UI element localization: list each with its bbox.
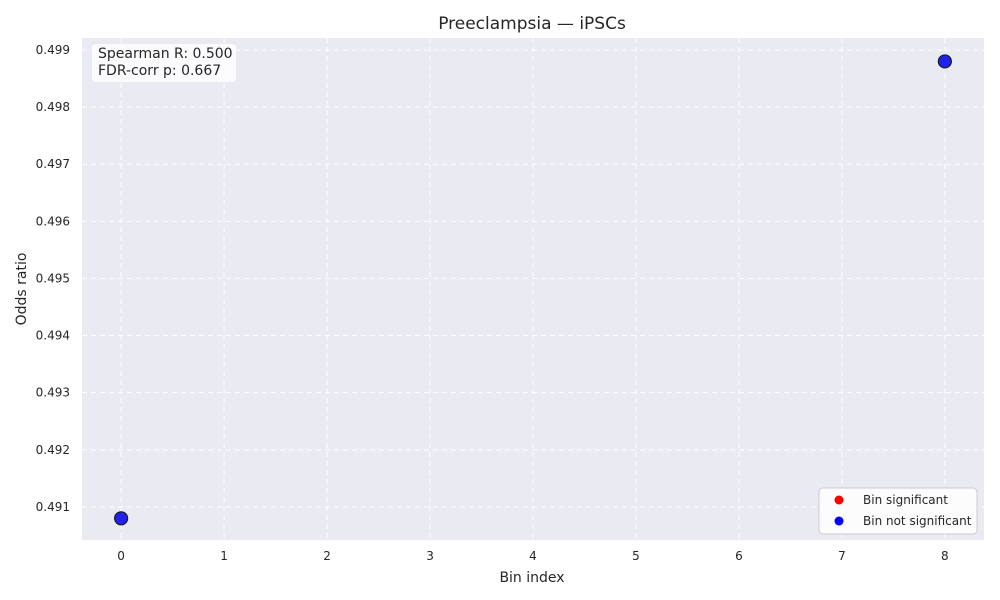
x-tick-label: 8 (941, 549, 949, 563)
y-tick-label: 0.498 (36, 100, 70, 114)
data-point (114, 511, 129, 526)
y-axis-label: Odds ratio (14, 253, 30, 326)
chart-title: Preeclampsia — iPSCs (438, 14, 626, 34)
y-tick-label: 0.495 (36, 271, 70, 285)
y-tick-label: 0.497 (36, 157, 70, 171)
legend-label-bin-significant: Bin significant (863, 493, 948, 507)
annotation-box (92, 44, 236, 82)
y-tick-label: 0.496 (36, 214, 70, 228)
y-tick-label: 0.492 (36, 443, 70, 457)
y-tick-label: 0.491 (36, 500, 70, 514)
x-tick-label: 2 (323, 549, 331, 563)
x-tick-label: 5 (632, 549, 640, 563)
legend-marker-bin-not-significant (834, 516, 844, 526)
grid (82, 38, 984, 540)
stats-annotation: Spearman R: 0.500 FDR-corr p: 0.667 (92, 44, 236, 82)
data-point (937, 54, 952, 69)
x-tick-label: 1 (220, 549, 228, 563)
legend: Bin significant Bin not significant (818, 487, 978, 535)
legend-box (818, 487, 978, 535)
y-tick-label: 0.499 (36, 43, 70, 57)
y-tick-label: 0.494 (36, 329, 70, 343)
data-points (114, 54, 952, 526)
y-tick-label: 0.493 (36, 386, 70, 400)
legend-label-bin-not-significant: Bin not significant (863, 514, 972, 528)
x-tick-label: 3 (426, 549, 434, 563)
annotation-fdr: FDR-corr p: 0.667 (98, 63, 221, 79)
y-tick-labels: 0.491 0.492 0.493 0.494 0.495 0.496 0.497 0.498… (36, 43, 70, 514)
x-axis-label: Bin index (499, 570, 564, 586)
x-tick-labels: 0 1 2 3 4 5 6 7 8 (117, 549, 948, 563)
x-tick-label: 6 (735, 549, 743, 563)
x-tick-label: 4 (529, 549, 537, 563)
legend-marker-bin-significant (834, 495, 844, 505)
x-tick-label: 7 (838, 549, 846, 563)
annotation-spearman: Spearman R: 0.500 (98, 46, 233, 62)
x-tick-label: 0 (117, 549, 125, 563)
